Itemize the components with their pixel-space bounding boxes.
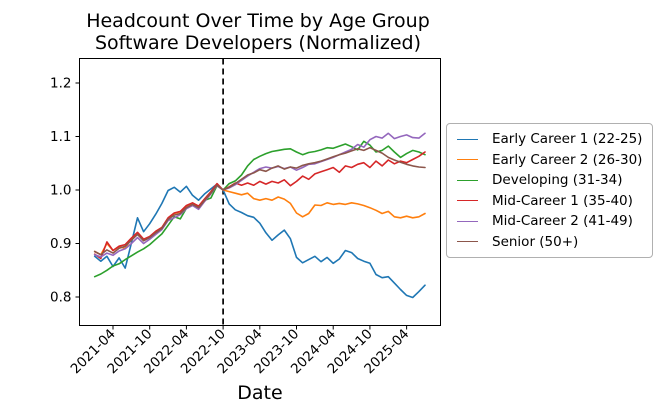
legend-item-early-career-2-26-30: Early Career 2 (26-30)	[457, 150, 642, 171]
legend-line-swatch	[457, 200, 478, 202]
x-axis-title: Date	[237, 382, 282, 404]
legend-label: Senior (50+)	[492, 233, 579, 250]
plot-area: 0.80.91.01.11.22021-042021-102022-042022…	[50, 58, 441, 377]
legend-label: Mid-Career 2 (41-49)	[492, 213, 633, 230]
y-tick-label: 1.0	[50, 183, 71, 199]
legend-label: Early Career 2 (26-30)	[492, 151, 643, 168]
legend-line-swatch	[457, 159, 478, 161]
chart-title: Headcount Over Time by Age Group	[86, 10, 430, 32]
legend-label: Mid-Career 1 (35-40)	[492, 192, 633, 209]
legend-label: Early Career 1 (22-25)	[492, 131, 643, 148]
plot-border	[79, 58, 441, 326]
legend-label: Developing (31-34)	[492, 172, 623, 189]
legend-item-mid-career-1-35-40: Mid-Career 1 (35-40)	[457, 191, 642, 212]
series-line-mid-career-1-35-40	[93, 151, 426, 260]
legend-item-developing-31-34: Developing (31-34)	[457, 170, 642, 191]
y-tick-label: 0.8	[50, 290, 71, 306]
y-tick-label: 1.2	[50, 76, 71, 92]
y-tick-label: 0.9	[50, 236, 71, 252]
legend-line-swatch	[457, 241, 478, 243]
series-line-developing-31-34	[93, 140, 426, 278]
legend-item-early-career-1-22-25: Early Career 1 (22-25)	[457, 129, 642, 150]
legend-line-swatch	[457, 138, 478, 140]
legend-line-swatch	[457, 220, 478, 222]
series-line-mid-career-2-41-49	[93, 132, 426, 258]
y-tick-label: 1.1	[50, 129, 71, 145]
legend-item-mid-career-2-41-49: Mid-Career 2 (41-49)	[457, 211, 642, 232]
series-line-early-career-2-26-30	[93, 183, 426, 256]
series-line-senior-50	[93, 146, 426, 256]
chart-subtitle: Software Developers (Normalized)	[95, 32, 421, 54]
legend-item-senior-50: Senior (50+)	[457, 232, 642, 253]
series-line-early-career-1-22-25	[93, 183, 426, 299]
legend: Early Career 1 (22-25) Early Career 2 (26…	[446, 123, 654, 258]
legend-line-swatch	[457, 179, 478, 181]
